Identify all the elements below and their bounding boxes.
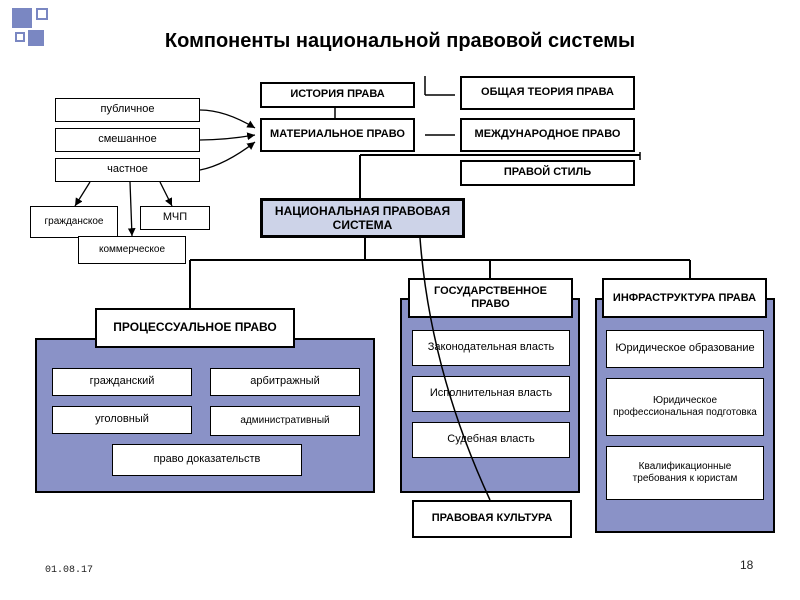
box-culture: ПРАВОВАЯ КУЛЬТУРА — [412, 500, 572, 538]
infra-item: Юридическое профессиональная подготовка — [606, 378, 764, 436]
infra-item: Юридическое образование — [606, 330, 764, 368]
state-item: Судебная власть — [412, 422, 570, 458]
slide-title: Компоненты национальной правовой системы — [80, 30, 720, 53]
state-item: Исполнительная власть — [412, 376, 570, 412]
deco-square — [15, 32, 25, 42]
box-international: МЕЖДУНАРОДНОЕ ПРАВО — [460, 118, 635, 152]
box-material: МАТЕРИАЛЬНОЕ ПРАВО — [260, 118, 415, 152]
infra-item: Квалификационные требования к юристам — [606, 446, 764, 500]
box-private: частное — [55, 158, 200, 182]
deco-square — [12, 8, 32, 28]
proc-item: право доказательств — [112, 444, 302, 476]
box-history: ИСТОРИЯ ПРАВА — [260, 82, 415, 108]
box-theory: ОБЩАЯ ТЕОРИЯ ПРАВА — [460, 76, 635, 110]
deco-square — [36, 8, 48, 20]
panel-state-title: ГОСУДАРСТВЕННОЕ ПРАВО — [408, 278, 573, 318]
box-civil: гражданское — [30, 206, 118, 238]
box-mchp: МЧП — [140, 206, 210, 230]
box-central: НАЦИОНАЛЬНАЯ ПРАВОВАЯ СИСТЕМА — [260, 198, 465, 238]
slide-page: Компоненты национальной правовой системы… — [0, 0, 800, 600]
panel-infra-title: ИНФРАСТРУКТУРА ПРАВА — [602, 278, 767, 318]
state-item: Законодательная власть — [412, 330, 570, 366]
footer-page-number: 18 — [740, 558, 753, 572]
proc-item: арбитражный — [210, 368, 360, 396]
proc-item: административный — [210, 406, 360, 436]
panel-procedural-title: ПРОЦЕССУАЛЬНОЕ ПРАВО — [95, 308, 295, 348]
proc-item: гражданский — [52, 368, 192, 396]
footer-date: 01.08.17 — [45, 565, 93, 576]
box-style: ПРАВОЙ СТИЛЬ — [460, 160, 635, 186]
box-commercial: коммерческое — [78, 236, 186, 264]
deco-square — [28, 30, 44, 46]
box-mixed: смешанное — [55, 128, 200, 152]
proc-item: уголовный — [52, 406, 192, 434]
box-public: публичное — [55, 98, 200, 122]
